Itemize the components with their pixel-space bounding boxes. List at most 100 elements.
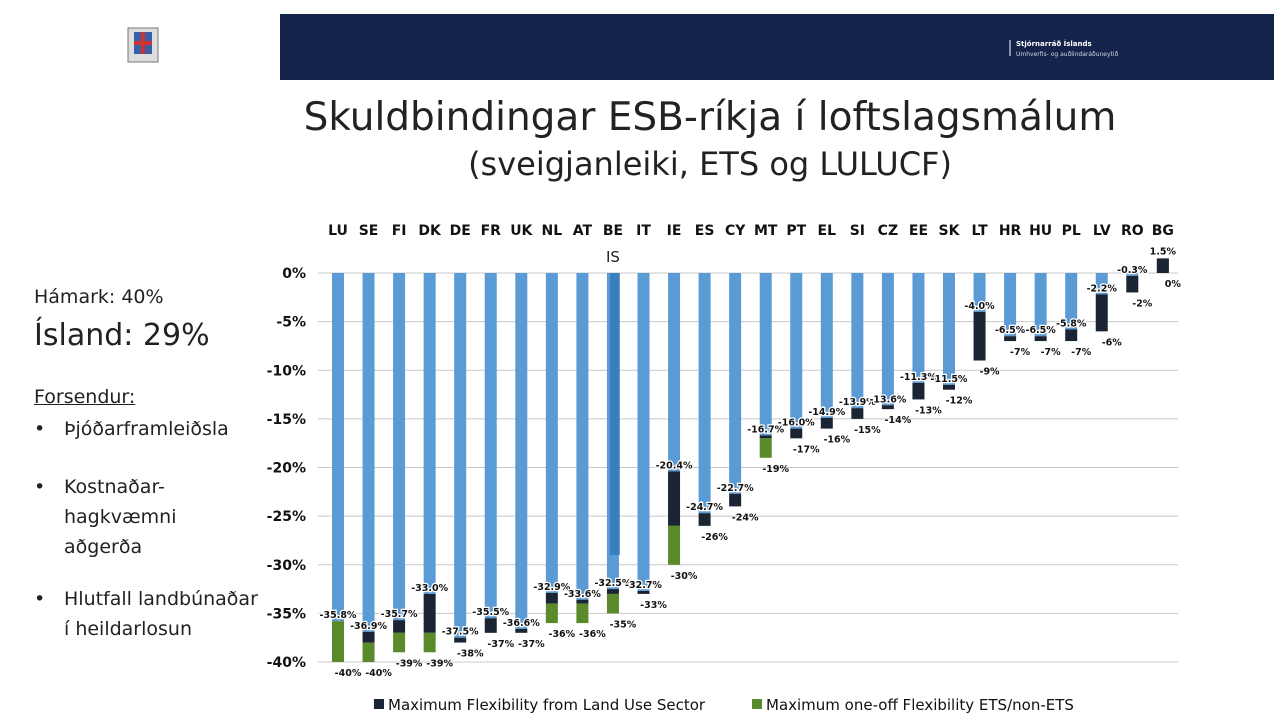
x-tick-label: LV [1093, 223, 1111, 239]
x-tick-label: ES [695, 223, 715, 239]
x-tick-label: FR [481, 223, 502, 239]
bar-segment [698, 273, 711, 514]
value-label: -33.6% [564, 589, 601, 600]
bar-segment [1126, 275, 1139, 293]
y-tick-label: -25% [267, 509, 306, 525]
value-label: -5.8% [1056, 318, 1087, 329]
bar-segment [851, 273, 864, 409]
bar-segment [759, 435, 772, 439]
x-tick-label: EE [909, 223, 928, 239]
total-label: -24% [732, 512, 759, 523]
value-label: -37.5% [442, 627, 479, 638]
value-label: -20.4% [656, 460, 693, 471]
bar-segment [393, 632, 406, 653]
value-label: -2.2% [1087, 283, 1118, 294]
value-label: -32.7% [625, 580, 662, 591]
bullet-dot: • [34, 418, 46, 440]
bar-segment [790, 428, 803, 439]
bullet-list: • Þjóðarframleiðsla • Kostnaðar-hagkvæmni a… [34, 414, 259, 666]
bar-segment [576, 599, 589, 604]
bar-segment [820, 417, 833, 429]
x-tick-label: SE [359, 223, 379, 239]
x-tick-label: UK [510, 223, 533, 239]
value-label: -11.3% [900, 372, 937, 383]
value-label: -36.9% [350, 621, 387, 632]
bar-segment [1126, 273, 1139, 276]
bar-segment [393, 620, 406, 633]
bullet-text: Kostnaðar-hagkvæmni aðgerða [64, 476, 177, 558]
total-label: -13% [915, 405, 942, 416]
total-label: -12% [946, 396, 973, 407]
value-label: -6.5% [995, 325, 1026, 336]
total-label: -7% [1041, 347, 1062, 358]
legend-swatch [752, 699, 762, 709]
bar-segment [881, 405, 894, 410]
total-label: -35% [610, 619, 637, 630]
bullet-dot: • [34, 476, 46, 498]
value-label: 1.5% [1150, 246, 1177, 257]
y-tick-label: -20% [267, 461, 306, 477]
bar-segment [1065, 273, 1078, 330]
value-label: -13.6% [869, 394, 906, 405]
bar-segment [698, 513, 711, 526]
x-tick-label: LU [328, 223, 348, 239]
value-label: -33.0% [411, 583, 448, 594]
bar-segment [362, 273, 375, 632]
x-tick-label: SI [850, 223, 865, 239]
legend-label: Maximum Flexibility from Land Use Sector [388, 696, 706, 714]
bar-segment [820, 273, 833, 418]
bar-segment [1065, 329, 1078, 342]
x-tick-label: DE [450, 223, 471, 239]
bar-segment [881, 273, 894, 406]
bar-segment [973, 311, 986, 361]
value-label: -16.0% [778, 418, 815, 429]
bar-segment [729, 273, 742, 494]
x-tick-label: IE [667, 223, 682, 239]
x-tick-label: BE [603, 223, 623, 239]
x-tick-label: FI [392, 223, 407, 239]
bar-segment [1004, 273, 1017, 337]
bar-segment [423, 632, 436, 653]
bar-segment [606, 589, 619, 594]
bullet-dot: • [34, 588, 46, 610]
value-label: -35.8% [320, 610, 357, 621]
bar-segment [545, 273, 558, 593]
bullet: • Hlutfall landbúnaðar í heildarlosun [34, 584, 259, 644]
header-org: Stjórnarráð Íslands [1016, 39, 1092, 48]
total-label: -37% [518, 639, 545, 650]
x-tick-label: HR [999, 223, 1022, 239]
bar-segment [454, 273, 467, 638]
bar-segment [362, 642, 375, 662]
bar-segment [576, 273, 589, 600]
total-label: -16% [823, 435, 850, 446]
value-label: -35.5% [472, 607, 509, 618]
total-label: -40% [335, 668, 362, 679]
bar-segment [484, 273, 497, 619]
bar-segment [393, 273, 406, 621]
bar-segment [943, 384, 955, 390]
value-label: -35.7% [381, 609, 418, 620]
bar-segment [759, 273, 772, 436]
y-tick-label: -30% [267, 558, 306, 574]
total-label: -7% [1010, 347, 1031, 358]
total-label: -40% [365, 668, 392, 679]
bar-segment [912, 273, 925, 383]
total-label: -36% [549, 629, 576, 640]
total-label: -36% [579, 629, 606, 640]
value-label: -32.5% [594, 578, 631, 589]
bar-segment [515, 628, 528, 633]
value-label: -13.9% [839, 397, 876, 408]
x-tick-label: DK [418, 223, 442, 239]
legend-label: Maximum one-off Flexibility ETS/non-ETS [766, 696, 1074, 714]
value-label: -16.7% [747, 424, 784, 435]
bar-segment [912, 382, 925, 400]
bar-segment [668, 273, 681, 472]
bar-segment [423, 593, 436, 633]
total-label: -17% [793, 444, 820, 455]
bar-segment [637, 591, 650, 594]
bar-segment [576, 603, 589, 624]
total-label: -33% [640, 600, 667, 611]
max-text: Hámark: 40% [34, 286, 164, 308]
x-tick-label: LT [971, 223, 988, 239]
y-tick-label: -10% [267, 363, 306, 379]
